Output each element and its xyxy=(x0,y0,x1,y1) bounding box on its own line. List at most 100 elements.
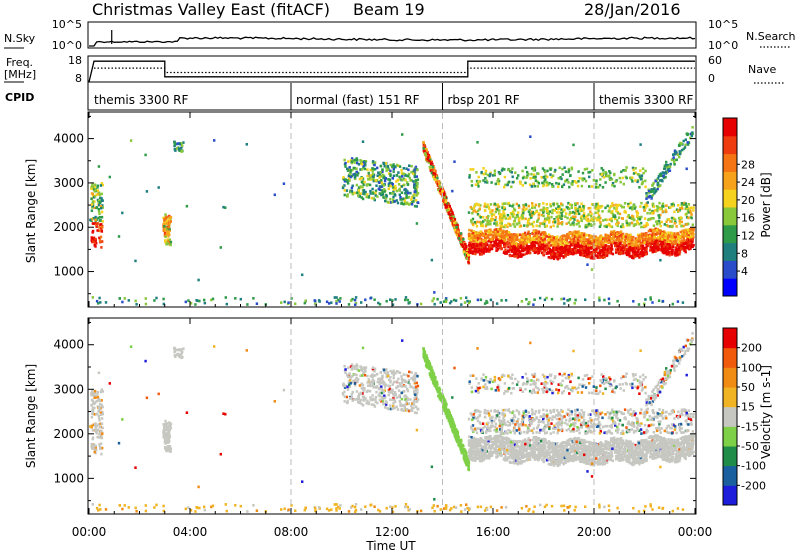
power-cell xyxy=(353,167,356,170)
power-cell xyxy=(400,202,403,205)
velocity-cell xyxy=(210,505,213,509)
power-cell xyxy=(631,244,634,248)
power-cell xyxy=(560,222,564,226)
power-cell xyxy=(414,187,417,190)
power-cell xyxy=(606,204,609,208)
power-cell xyxy=(569,211,572,214)
power-cell xyxy=(504,248,507,251)
power-cell xyxy=(503,175,507,179)
power-cell xyxy=(656,181,660,185)
power-cell xyxy=(520,300,524,303)
velocity-cell xyxy=(153,506,156,509)
power-cell xyxy=(637,217,640,220)
velocity-cell xyxy=(459,504,463,507)
power-cell xyxy=(575,243,578,246)
power-cell xyxy=(196,299,199,303)
power-cell xyxy=(605,250,608,254)
velocity-cell xyxy=(178,355,181,359)
power-cell xyxy=(560,237,564,241)
velocity-cell xyxy=(91,412,94,416)
power-cell xyxy=(674,239,677,243)
power-cell xyxy=(484,232,488,236)
power-cell xyxy=(615,222,618,226)
power-cell xyxy=(647,217,651,221)
power-cell xyxy=(573,249,577,252)
power-cell xyxy=(585,218,588,221)
power-cell xyxy=(589,210,592,213)
velocity-cell xyxy=(168,422,172,426)
power-cell xyxy=(647,238,650,241)
power-cell xyxy=(644,252,648,256)
power-cell xyxy=(99,184,103,187)
power-cell xyxy=(513,255,516,258)
power-cell xyxy=(692,229,695,232)
power-cell xyxy=(397,183,401,186)
power-cell xyxy=(525,175,529,179)
power-cell xyxy=(616,242,619,245)
power-cell xyxy=(612,237,616,240)
power-cell xyxy=(450,300,453,303)
power-cell xyxy=(90,197,93,201)
power-cell xyxy=(602,168,605,172)
power-cell xyxy=(91,222,95,225)
power-cell xyxy=(592,250,595,254)
power-cell xyxy=(601,256,604,259)
velocity-cell xyxy=(560,504,563,508)
power-cell xyxy=(163,226,167,230)
power-cell xyxy=(684,143,687,147)
power-cell xyxy=(430,171,433,175)
power-cell xyxy=(314,302,317,305)
power-cell xyxy=(613,207,616,210)
power-cell xyxy=(98,201,101,204)
power-cell xyxy=(545,184,548,187)
power-cell xyxy=(592,249,596,253)
power-cell xyxy=(498,239,501,243)
power-cell xyxy=(414,183,417,187)
power-cell xyxy=(429,157,432,161)
power-cell xyxy=(381,168,384,171)
power-cell xyxy=(360,176,364,180)
power-cell xyxy=(667,168,670,171)
power-cell xyxy=(434,178,437,182)
power-cell xyxy=(366,193,369,196)
velocity-cell xyxy=(439,508,442,511)
power-cell xyxy=(484,242,487,245)
power-cell xyxy=(489,211,492,214)
power-cell xyxy=(617,216,621,219)
power-cell xyxy=(413,184,416,188)
power-cell xyxy=(104,301,108,304)
power-cell xyxy=(401,175,404,178)
power-cell xyxy=(459,235,463,239)
power-cell xyxy=(178,149,181,152)
power-cell xyxy=(415,194,418,197)
power-cell xyxy=(601,186,605,189)
power-cell xyxy=(514,171,517,174)
power-cell xyxy=(398,175,401,179)
power-cell xyxy=(459,297,463,300)
colorbar-bin xyxy=(723,260,737,279)
power-cell xyxy=(391,183,394,186)
power-cell xyxy=(455,225,458,229)
velocity-cell xyxy=(466,506,469,510)
velocity-cell xyxy=(96,390,99,394)
power-cell xyxy=(665,165,669,169)
power-cell xyxy=(594,211,597,215)
power-cell xyxy=(497,231,500,235)
power-cell xyxy=(651,242,654,245)
power-cell xyxy=(347,303,351,306)
power-cell xyxy=(615,239,618,242)
power-cell xyxy=(509,248,512,251)
velocity-cell xyxy=(100,422,104,425)
power-cell xyxy=(542,235,545,239)
power-cell xyxy=(573,302,576,305)
power-cell xyxy=(100,215,104,219)
power-cell xyxy=(531,202,534,205)
power-cell xyxy=(486,173,490,177)
power-cell xyxy=(503,243,506,246)
velocity-cell xyxy=(520,506,524,510)
power-cell xyxy=(611,240,614,244)
velocity-cell xyxy=(389,505,392,508)
power-cell xyxy=(679,216,683,219)
velocity-cell xyxy=(95,506,99,510)
power-cell xyxy=(535,241,538,244)
